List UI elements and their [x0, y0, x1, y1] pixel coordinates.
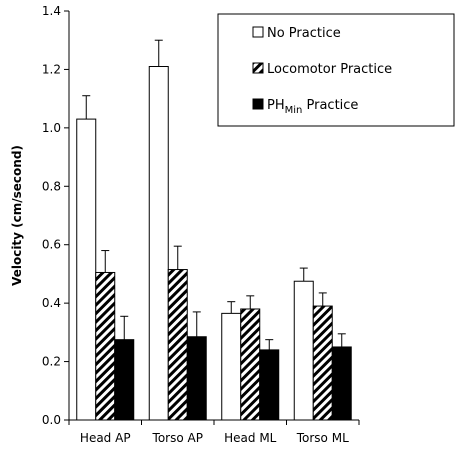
y-tick-label: 0.2 — [42, 355, 61, 369]
x-tick-label: Torso ML — [296, 431, 349, 445]
bar — [293, 280, 314, 421]
y-tick-label: 0.6 — [42, 238, 61, 252]
bar — [312, 305, 333, 421]
legend: No Practice Locomotor Practice PHMin Pract… — [217, 13, 455, 127]
bar — [167, 269, 188, 421]
bar — [331, 346, 352, 421]
legend-swatch — [252, 62, 264, 74]
bar — [95, 271, 116, 421]
bar — [114, 339, 135, 421]
bar — [240, 308, 261, 421]
bar — [186, 336, 207, 421]
x-tick-label: Head ML — [224, 431, 277, 445]
x-tick-label: Head AP — [80, 431, 131, 445]
legend-swatch — [252, 26, 264, 38]
y-tick-label: 0.8 — [42, 179, 61, 193]
y-axis-label: Velocity (cm/second) — [10, 145, 24, 286]
legend-swatch — [252, 98, 264, 110]
y-tick-label: 1.2 — [42, 62, 61, 76]
x-tick-label: Torso AP — [152, 431, 203, 445]
bar — [259, 349, 280, 421]
legend-label: PHMin Practice — [267, 98, 358, 116]
bar — [76, 118, 97, 421]
y-tick-label: 0.4 — [42, 296, 61, 310]
y-tick-label: 0.0 — [42, 413, 61, 427]
plot-area: 0.0 0.2 0.4 0.6 0.8 1.0 1.2 1.4 Head AP Torso AP H… — [42, 4, 360, 445]
legend-label: No Practice — [267, 26, 341, 41]
bar — [221, 312, 242, 421]
y-tick-label: 1.4 — [42, 4, 61, 18]
legend-label: Locomotor Practice — [267, 62, 392, 77]
bar — [148, 66, 169, 421]
y-tick-label: 1.0 — [42, 121, 61, 135]
